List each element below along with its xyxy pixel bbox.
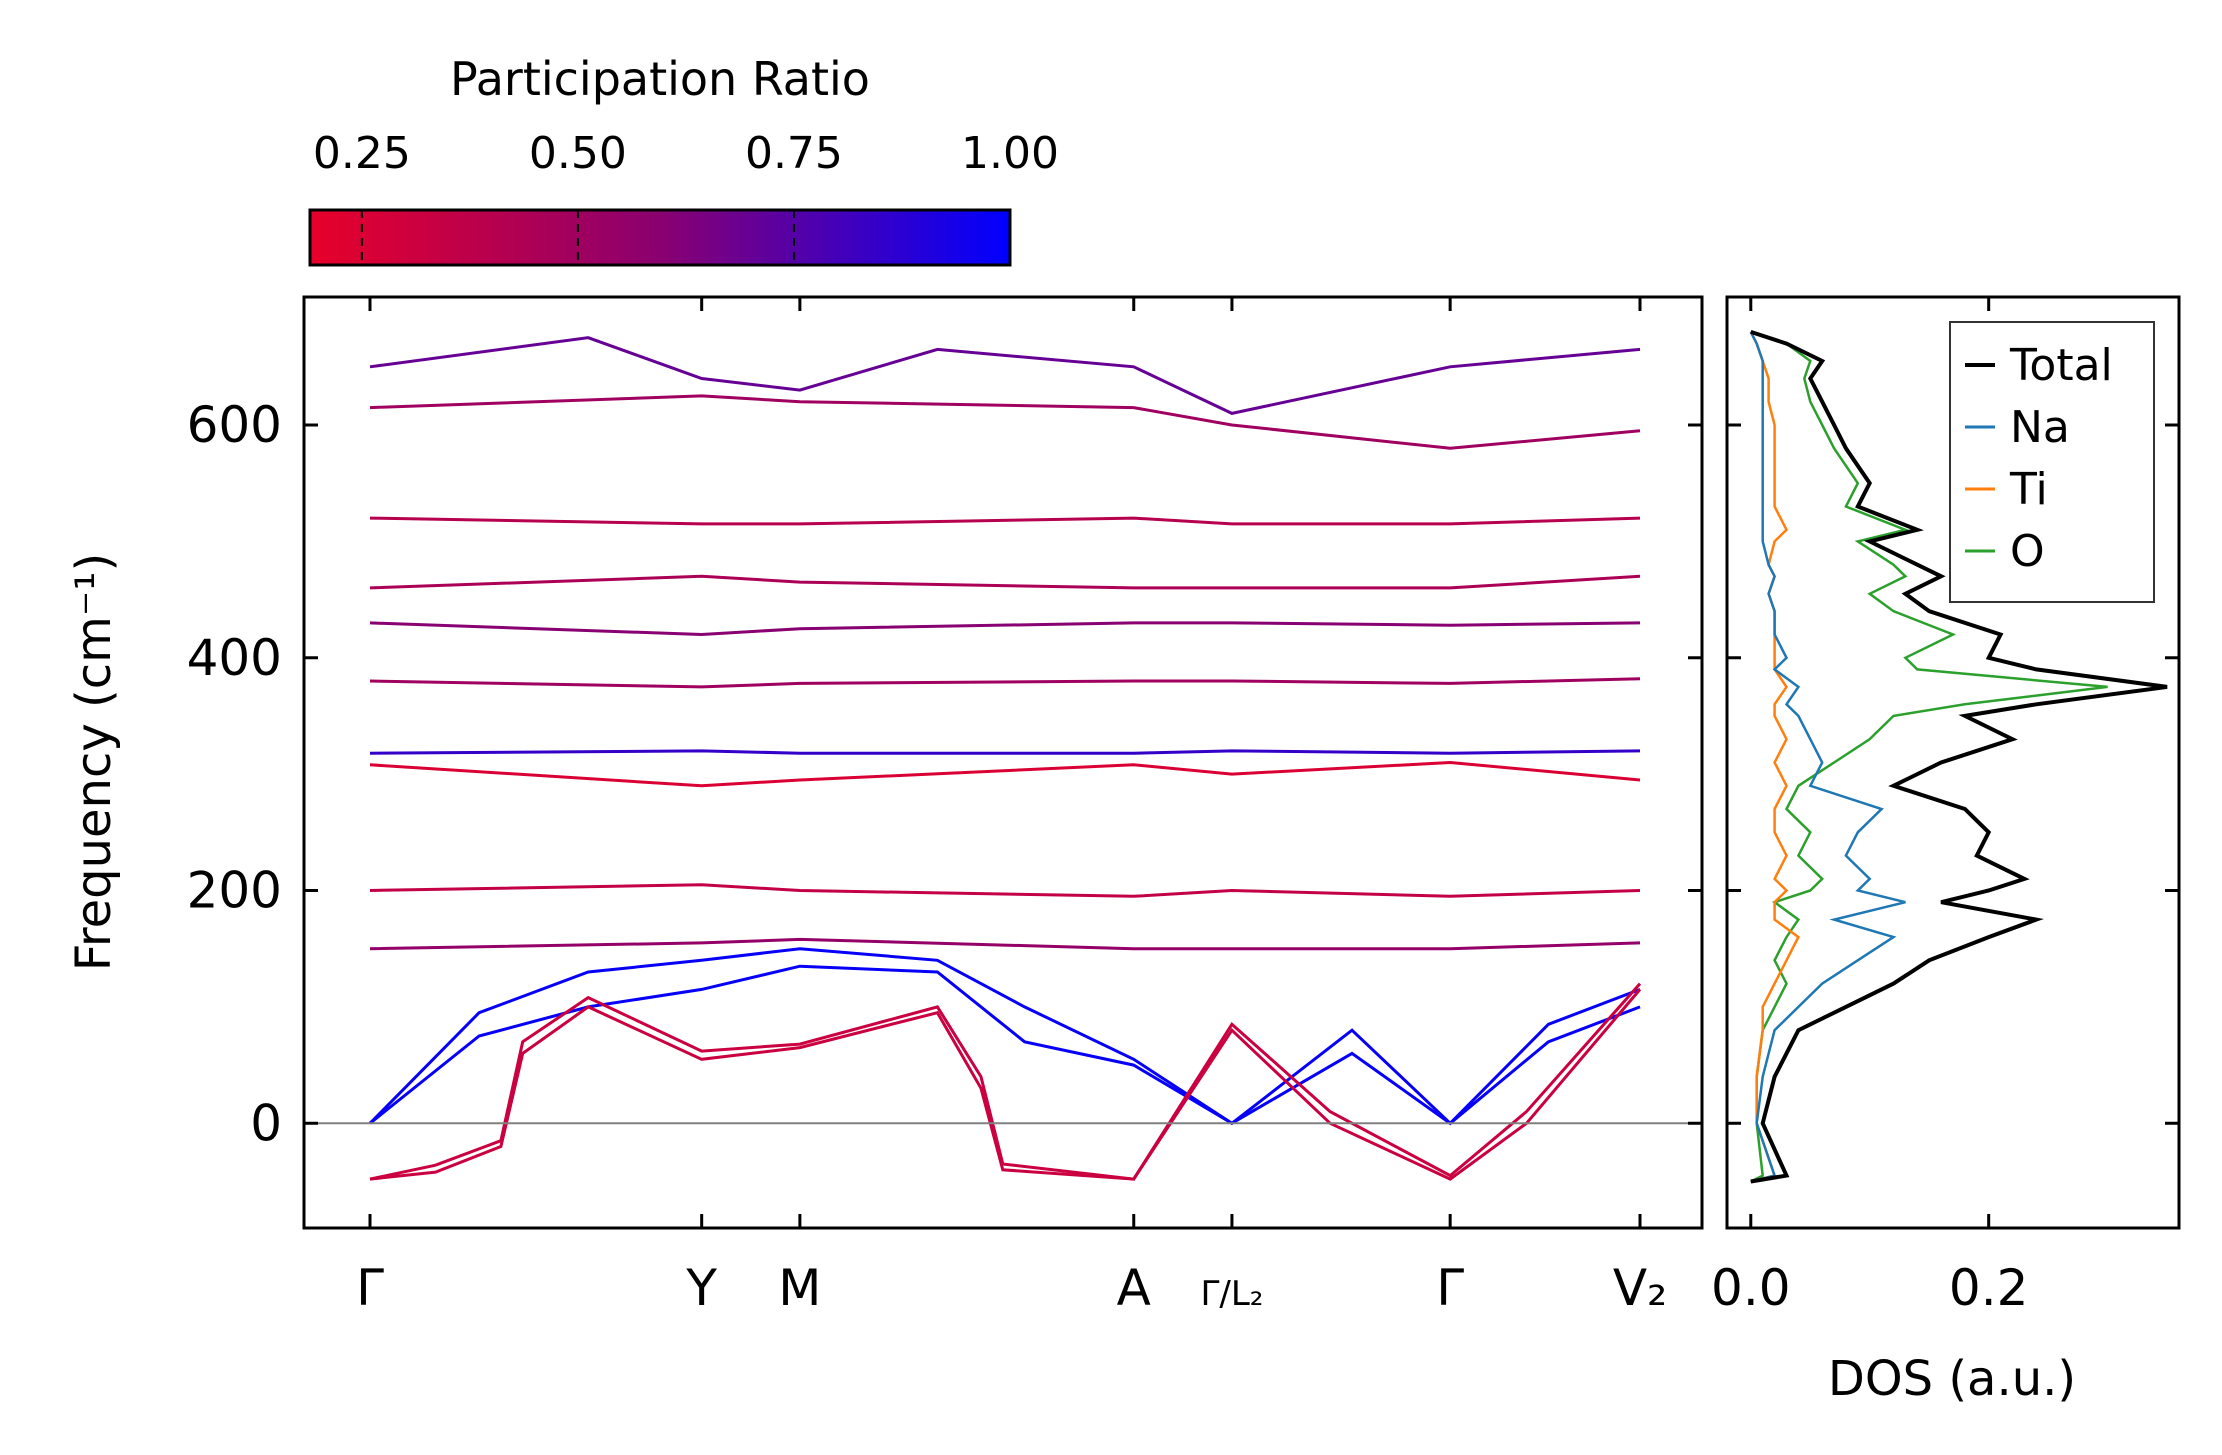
band-x-tick-label: Γ	[356, 1259, 384, 1317]
colorbar-ticks: 0.25 0.50 0.75 1.00	[313, 128, 1059, 265]
colorbar-tick-label: 0.50	[529, 128, 627, 179]
dos-series-ti	[1749, 331, 1800, 1183]
phonon-branch	[369, 677, 1641, 689]
band-y-tick-label: 600	[187, 396, 282, 454]
colorbar-tick-label: 0.25	[313, 128, 411, 179]
band-y-axis-label: Frequency (cm⁻¹)	[66, 553, 122, 971]
band-axes-frame	[302, 295, 1704, 1230]
band-x-tick-label: Y	[685, 1259, 717, 1317]
phonon-branch	[369, 883, 1641, 898]
phonon-branch	[368, 947, 1641, 1126]
dos-x-tick-label: 0.2	[1949, 1259, 2029, 1317]
colorbar-gradient	[308, 208, 1012, 267]
band-structure-panel: 0 200 400 600 Γ Y M A Γ/L₂ Γ V₂ Frequency (cm⁻¹)	[66, 295, 1704, 1317]
band-y-tick-label: 200	[187, 862, 282, 920]
phonon-branch	[369, 621, 1641, 637]
band-x-tick-label: V₂	[1613, 1259, 1667, 1317]
band-x-tick-label: A	[1117, 1259, 1151, 1317]
band-y-ticks: 0 200 400 600	[187, 396, 1702, 1152]
dos-x-tick-label: 0.0	[1711, 1259, 1791, 1317]
band-y-tick-label: 0	[250, 1094, 282, 1152]
dos-panel: 0.0 0.2 DOS (a.u.) Total Na Ti O	[1711, 295, 2181, 1407]
dos-legend: Total Na Ti O	[1949, 321, 2155, 603]
colorbar: Participation Ratio 0.25 0.50 0.75 1.00	[308, 52, 1059, 267]
colorbar-tick-label: 1.00	[961, 128, 1059, 179]
phonon-branches	[368, 336, 1642, 1181]
phonon-branch	[369, 336, 1641, 415]
phonon-branch	[369, 937, 1641, 951]
band-x-tick-label: M	[778, 1259, 821, 1317]
dos-series-na	[1749, 331, 1906, 1183]
colorbar-tick-label: 0.75	[745, 128, 843, 179]
band-y-tick-label: 400	[187, 629, 282, 687]
band-x-tick-label: Γ/L₂	[1200, 1274, 1263, 1314]
dos-y-ticks	[1727, 423, 2179, 1125]
phonon-branch	[369, 760, 1641, 788]
dos-series-total	[1750, 329, 2168, 1184]
dos-axes-frame	[1725, 295, 2181, 1230]
phonon-branch	[369, 749, 1641, 755]
legend-label: Na	[2010, 402, 2070, 453]
phonon-branch	[369, 988, 1642, 1181]
band-x-tick-label: Γ	[1436, 1259, 1464, 1317]
legend-frame	[1949, 321, 2155, 603]
phonon-branch	[369, 516, 1641, 526]
legend-label: O	[2010, 526, 2045, 577]
dos-series	[1749, 329, 2168, 1184]
phonon-branch	[369, 982, 1642, 1181]
phonon-branch	[369, 964, 1641, 1126]
dos-x-axis-label: DOS (a.u.)	[1828, 1351, 2076, 1407]
phonon-branch	[369, 574, 1641, 590]
colorbar-title: Participation Ratio	[450, 52, 870, 106]
legend-label: Ti	[2009, 464, 2048, 515]
band-x-ticks: Γ Y M A Γ/L₂ Γ V₂	[356, 297, 1667, 1317]
phonon-branch	[369, 394, 1641, 450]
legend-label: Total	[2009, 340, 2113, 391]
dos-x-ticks: 0.0 0.2	[1711, 297, 2028, 1317]
